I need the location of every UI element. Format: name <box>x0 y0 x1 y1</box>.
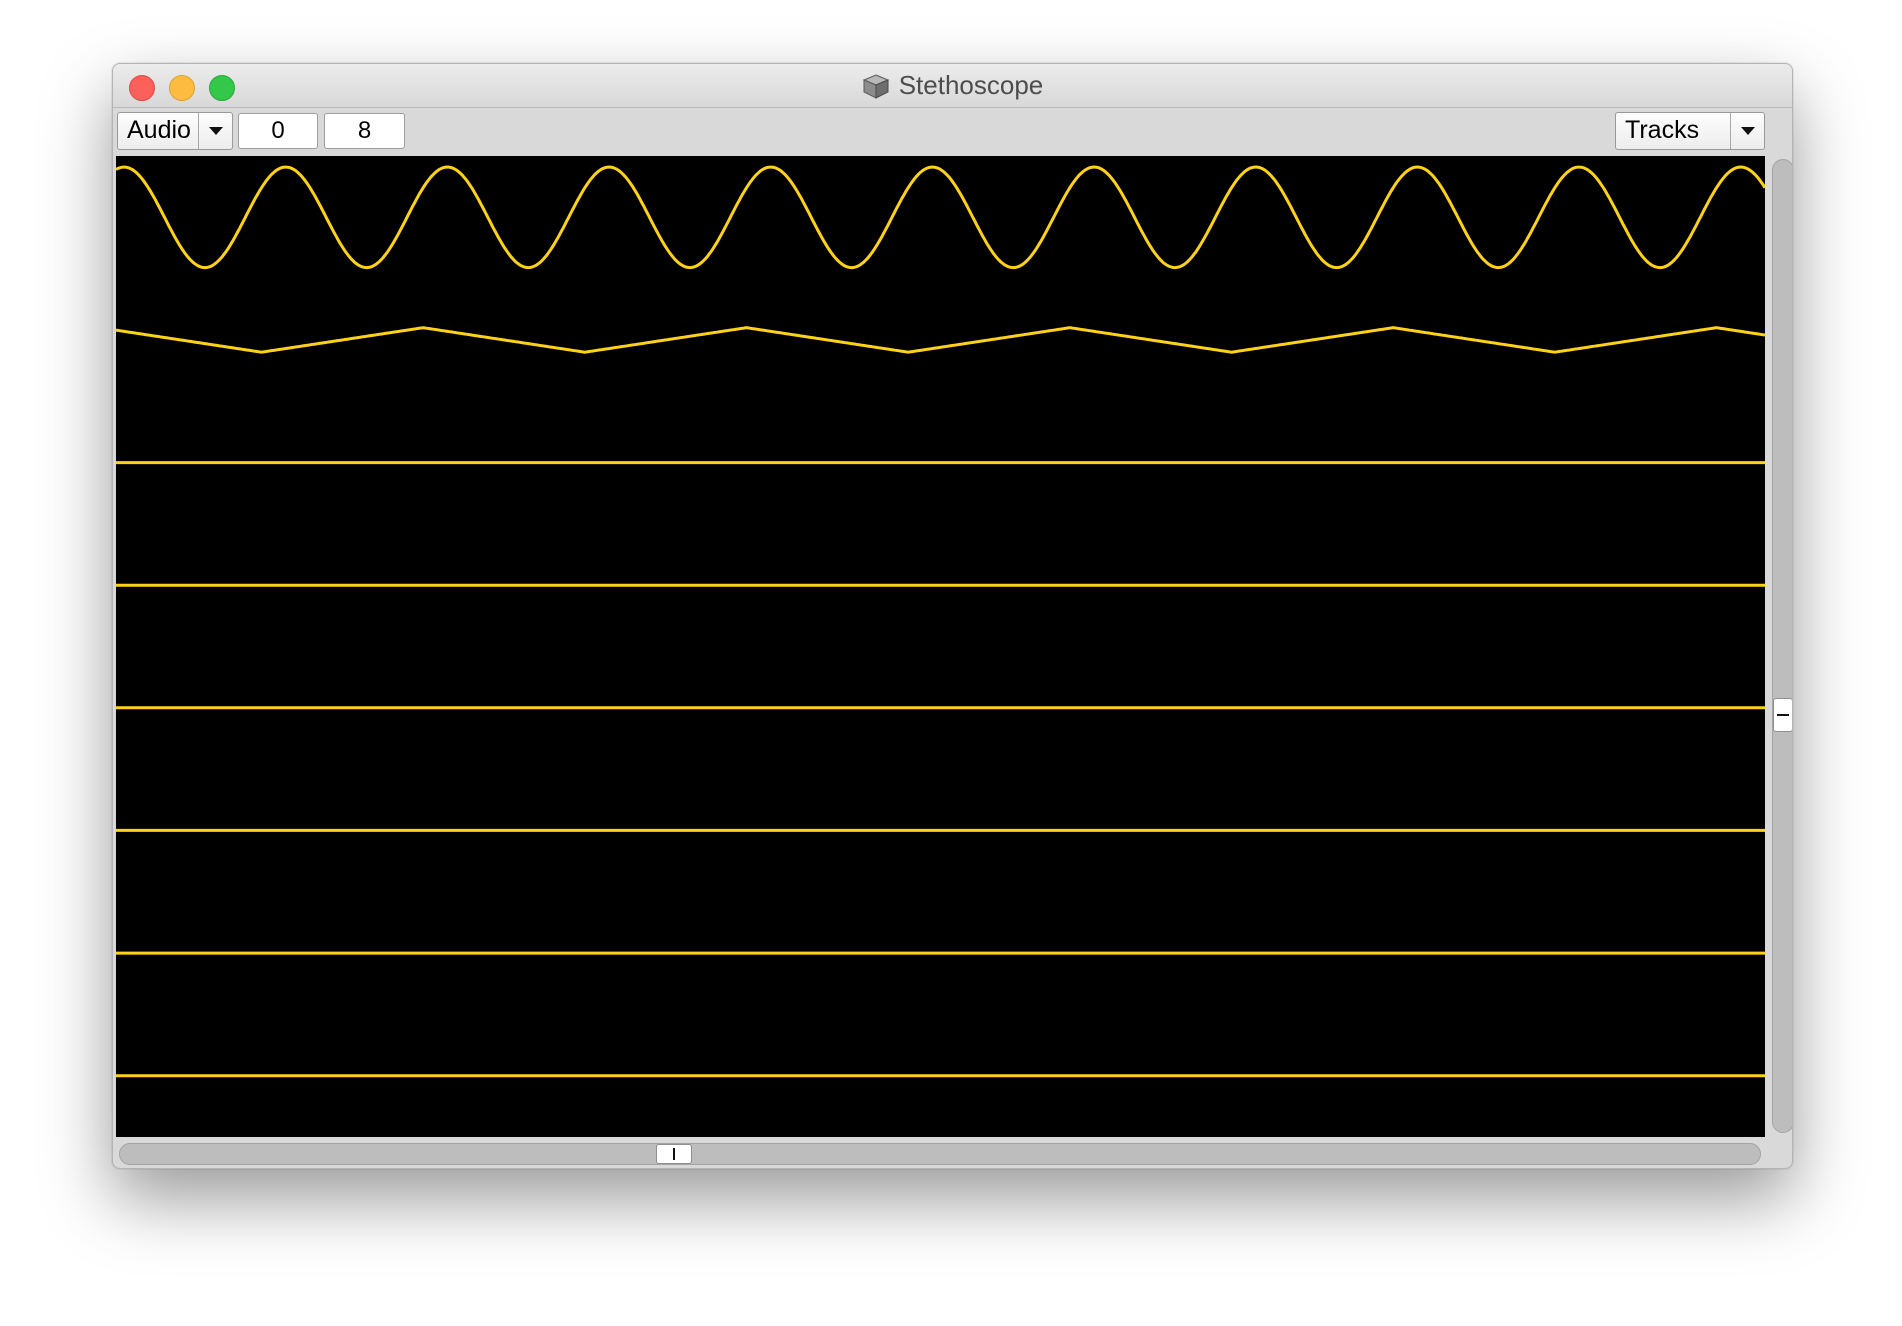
rate-popup[interactable]: Audio <box>117 112 233 150</box>
chevron-down-icon <box>208 127 223 135</box>
title-bar[interactable]: Stethoscope <box>113 64 1792 108</box>
scope-toolbar: Audio 0 8 Tracks <box>113 108 1792 156</box>
style-popup-label: Tracks <box>1625 116 1700 144</box>
minimize-button[interactable] <box>169 75 195 101</box>
close-button[interactable] <box>129 75 155 101</box>
window-title-group: Stethoscope <box>113 64 1792 107</box>
window-title: Stethoscope <box>898 70 1044 100</box>
channel-2-trace <box>116 326 1765 354</box>
horizontal-zoom-knob[interactable] <box>656 1144 692 1164</box>
rate-popup-arrow[interactable] <box>198 113 232 149</box>
style-popup-arrow[interactable] <box>1730 113 1764 149</box>
channel-offset-field[interactable]: 0 <box>238 113 318 149</box>
zoom-button[interactable] <box>209 75 235 101</box>
scope-view[interactable] <box>116 156 1765 1137</box>
vertical-zoom-slider[interactable] <box>1772 159 1792 1133</box>
app-cube-icon <box>862 73 890 99</box>
stethoscope-window: Stethoscope Audio 0 8 Tracks <box>112 63 1793 1169</box>
chevron-down-icon <box>1740 127 1755 135</box>
channel-1-trace <box>116 165 1765 270</box>
rate-popup-label: Audio <box>127 116 191 144</box>
style-popup[interactable]: Tracks <box>1615 112 1765 150</box>
scope-canvas <box>116 165 1765 1078</box>
vertical-zoom-knob[interactable] <box>1773 698 1792 732</box>
horizontal-zoom-slider[interactable] <box>119 1143 1761 1165</box>
num-channels-field[interactable]: 8 <box>324 113 405 149</box>
